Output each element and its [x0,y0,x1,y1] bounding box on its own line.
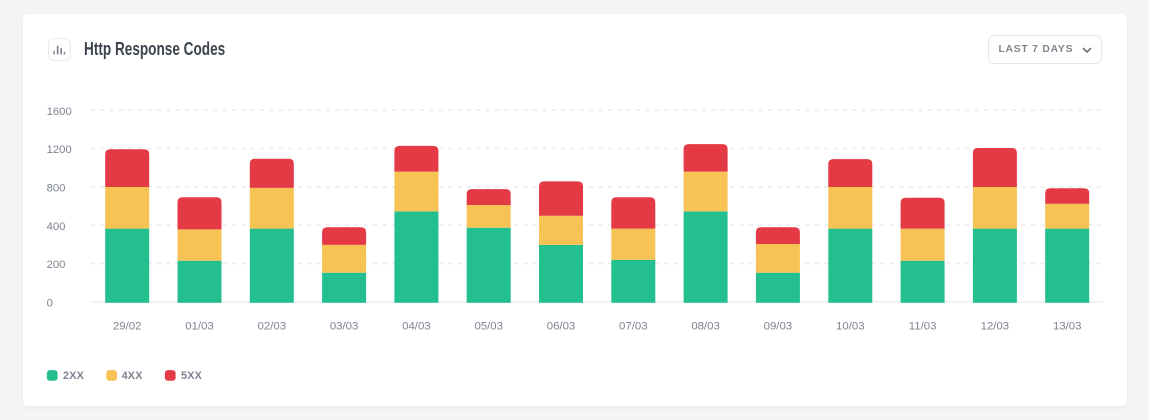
svg-text:12/03: 12/03 [981,321,1010,333]
svg-text:07/03: 07/03 [619,321,648,333]
svg-text:800: 800 [47,183,66,195]
svg-text:11/03: 11/03 [909,321,937,333]
svg-text:06/03: 06/03 [547,321,576,333]
svg-text:01/03: 01/03 [185,321,214,333]
svg-text:09/03: 09/03 [764,321,793,333]
svg-text:1600: 1600 [47,106,72,118]
svg-text:10/03: 10/03 [836,321,865,333]
svg-text:05/03: 05/03 [474,321,503,333]
svg-text:03/03: 03/03 [330,321,359,333]
svg-text:5XX: 5XX [181,370,203,382]
svg-text:02/03: 02/03 [258,321,287,333]
svg-text:0: 0 [47,298,53,310]
svg-text:400: 400 [47,221,66,233]
svg-text:08/03: 08/03 [691,321,720,333]
svg-text:4XX: 4XX [122,370,144,382]
svg-text:13/03: 13/03 [1053,321,1082,333]
svg-text:04/03: 04/03 [402,321,431,333]
svg-text:200: 200 [47,259,66,271]
svg-text:1200: 1200 [47,144,72,156]
svg-text:29/02: 29/02 [113,321,142,333]
svg-text:2XX: 2XX [63,370,85,382]
